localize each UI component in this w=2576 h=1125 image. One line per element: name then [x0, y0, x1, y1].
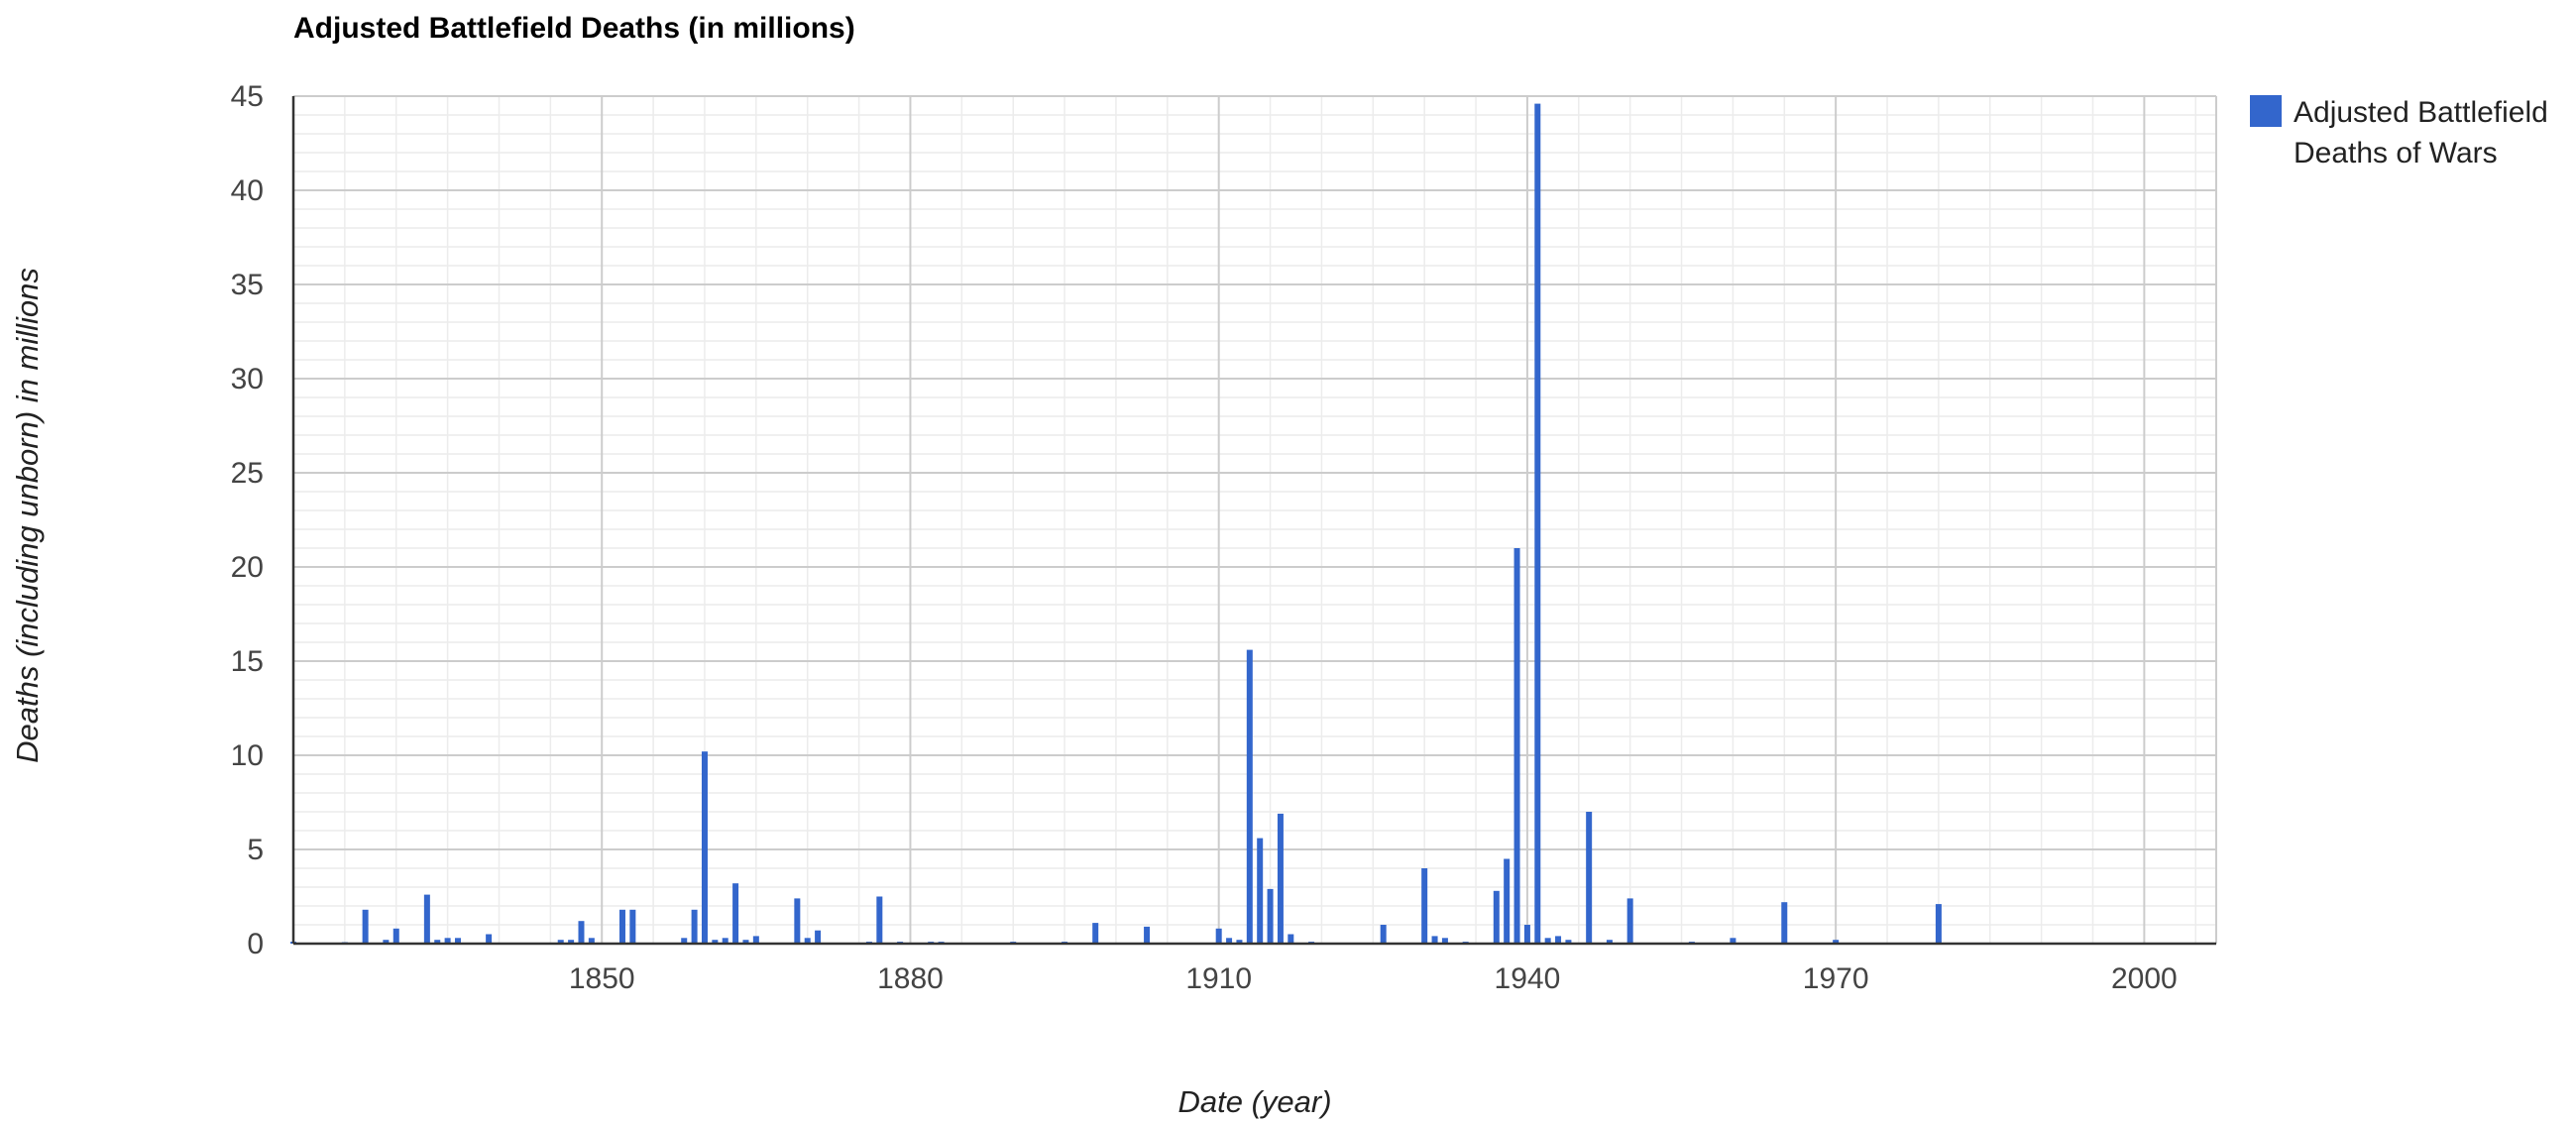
bar[interactable]	[1246, 649, 1253, 944]
bar[interactable]	[1730, 938, 1736, 944]
bar-series	[290, 103, 1942, 945]
bar[interactable]	[454, 938, 461, 944]
bar[interactable]	[1626, 898, 1633, 944]
bar[interactable]	[383, 940, 390, 944]
bar[interactable]	[1267, 888, 1274, 944]
bar[interactable]	[681, 938, 688, 944]
bar[interactable]	[423, 894, 430, 944]
y-tick-label: 45	[231, 80, 264, 113]
axes	[291, 96, 2216, 946]
bar[interactable]	[444, 938, 451, 944]
bar[interactable]	[876, 896, 883, 945]
bar[interactable]	[1215, 928, 1222, 944]
legend-label-line-2: Deaths of Wars	[2294, 137, 2498, 169]
bar[interactable]	[804, 938, 811, 944]
bar[interactable]	[1257, 838, 1264, 944]
bar[interactable]	[1565, 940, 1572, 944]
bar[interactable]	[1380, 925, 1387, 944]
bar[interactable]	[568, 940, 575, 944]
bar[interactable]	[794, 898, 801, 944]
bar[interactable]	[1555, 936, 1562, 944]
x-tick-label: 1880	[877, 962, 944, 995]
bar[interactable]	[1431, 936, 1438, 944]
bar[interactable]	[618, 909, 625, 944]
bar[interactable]	[486, 934, 493, 945]
bar[interactable]	[701, 751, 708, 944]
bar[interactable]	[588, 938, 595, 944]
bar[interactable]	[629, 909, 636, 944]
y-axis-title: Deaths (including unborn) in millions	[10, 268, 45, 763]
bar[interactable]	[1935, 904, 1942, 944]
x-tick-label: 2000	[2111, 962, 2178, 995]
bar[interactable]	[1513, 548, 1520, 944]
bar[interactable]	[1493, 890, 1500, 944]
bar[interactable]	[712, 940, 719, 944]
y-tick-label: 30	[231, 363, 264, 395]
bar[interactable]	[1226, 938, 1233, 944]
y-tick-label: 40	[231, 174, 264, 207]
bar[interactable]	[557, 940, 564, 944]
y-tick-label: 20	[231, 551, 264, 584]
y-tick-label: 15	[231, 645, 264, 678]
bar[interactable]	[1236, 940, 1243, 944]
bar[interactable]	[392, 928, 399, 944]
tick-labels: 0 5 10 15 20 25 30 35 40 45 1850 1880 1910 1940 1970 20…	[231, 80, 2178, 995]
x-tick-label: 1940	[1495, 962, 1561, 995]
bar[interactable]	[1606, 940, 1613, 944]
y-tick-label: 35	[231, 269, 264, 301]
legend[interactable]: Adjusted Battlefield Deaths of Wars	[2250, 95, 2548, 169]
x-tick-label: 1970	[1803, 962, 1869, 995]
bar[interactable]	[1781, 902, 1788, 944]
bar[interactable]	[1288, 934, 1294, 945]
chart-title: Adjusted Battlefield Deaths (in millions…	[293, 12, 855, 45]
bar[interactable]	[815, 930, 822, 944]
bar[interactable]	[722, 938, 728, 944]
bar[interactable]	[1833, 940, 1840, 944]
x-axis-title: Date (year)	[1177, 1084, 1331, 1119]
y-tick-label: 25	[231, 457, 264, 490]
x-tick-label: 1910	[1185, 962, 1252, 995]
legend-label-line-1: Adjusted Battlefield	[2294, 96, 2548, 129]
bar[interactable]	[1544, 938, 1551, 944]
bar[interactable]	[578, 921, 585, 944]
bar[interactable]	[1092, 923, 1099, 944]
bar[interactable]	[752, 936, 759, 944]
bar[interactable]	[362, 909, 369, 944]
bar[interactable]	[1586, 812, 1593, 944]
y-tick-label: 0	[247, 928, 264, 960]
y-tick-label: 5	[247, 834, 264, 866]
grid	[292, 95, 2217, 945]
bar[interactable]	[434, 940, 441, 944]
bar[interactable]	[1277, 813, 1284, 944]
bar[interactable]	[742, 940, 749, 944]
bar[interactable]	[1421, 868, 1428, 944]
legend-swatch	[2250, 95, 2282, 127]
x-tick-label: 1850	[569, 962, 635, 995]
bar[interactable]	[1144, 926, 1151, 944]
bar[interactable]	[1534, 103, 1541, 945]
bar[interactable]	[1523, 925, 1530, 944]
y-tick-label: 10	[231, 739, 264, 772]
bar[interactable]	[1504, 858, 1511, 945]
bar[interactable]	[732, 883, 739, 944]
bar[interactable]	[1441, 938, 1448, 944]
bar[interactable]	[691, 909, 698, 944]
